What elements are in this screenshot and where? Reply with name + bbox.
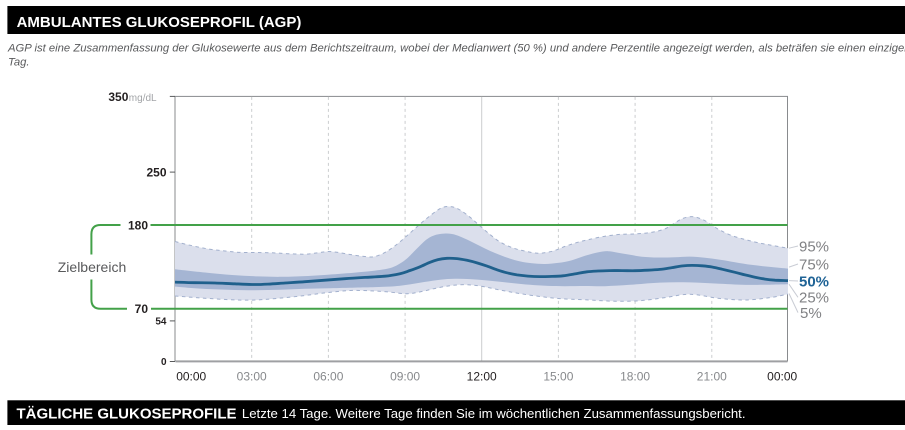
svg-text:03:00: 03:00 [237,370,267,384]
svg-text:70: 70 [135,302,149,316]
svg-text:350: 350 [108,90,128,104]
svg-text:TÄGLICHE GLUKOSEPROFILE: TÄGLICHE GLUKOSEPROFILE [17,405,237,422]
svg-text:00:00: 00:00 [767,370,797,384]
svg-text:21:00: 21:00 [697,370,727,384]
svg-text:250: 250 [146,165,166,179]
svg-text:12:00: 12:00 [467,370,497,384]
svg-text:50%: 50% [799,273,829,290]
svg-text:54: 54 [155,317,167,328]
svg-text:180: 180 [128,218,148,232]
svg-text:0: 0 [161,357,167,368]
svg-text:00:00: 00:00 [176,370,206,384]
svg-text:Zielbereich: Zielbereich [58,259,126,275]
svg-text:AMBULANTES GLUKOSEPROFIL (AGP): AMBULANTES GLUKOSEPROFIL (AGP) [17,14,302,31]
svg-text:AGP ist eine Zusammenfassung d: AGP ist eine Zusammenfassung der Glukose… [7,42,905,54]
svg-text:95%: 95% [799,238,829,255]
svg-text:75%: 75% [799,256,829,273]
svg-text:Tag.: Tag. [8,57,30,69]
svg-text:5%: 5% [800,305,822,322]
svg-text:mg/dL: mg/dL [129,93,157,104]
svg-text:06:00: 06:00 [313,370,343,384]
svg-text:09:00: 09:00 [390,370,420,384]
svg-text:18:00: 18:00 [620,370,650,384]
svg-text:15:00: 15:00 [543,370,573,384]
svg-text:Letzte 14 Tage. Weitere Tage f: Letzte 14 Tage. Weitere Tage finden Sie … [242,406,746,421]
